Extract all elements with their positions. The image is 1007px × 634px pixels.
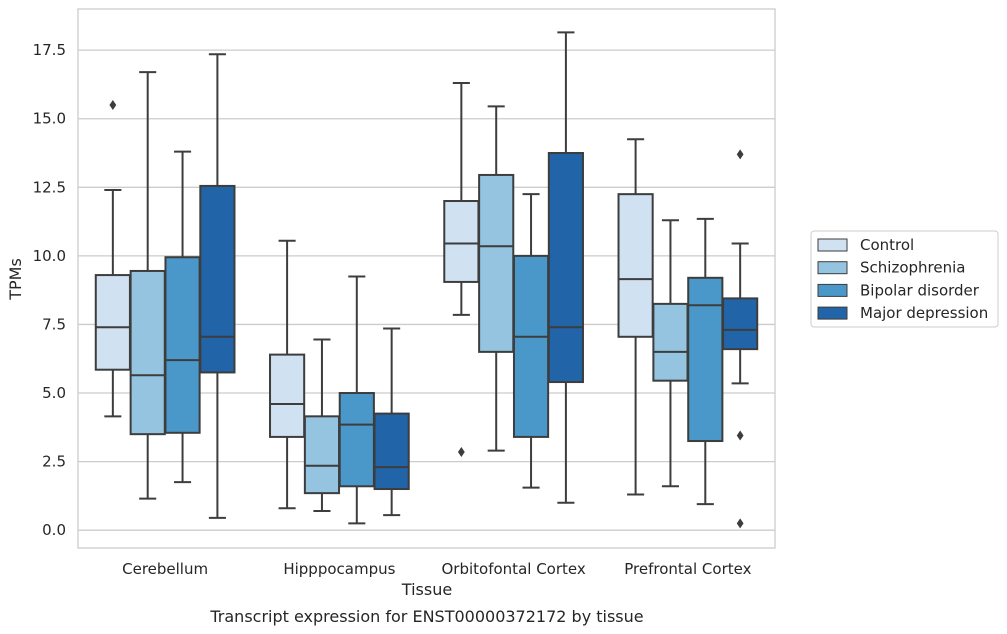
iqr-box xyxy=(687,276,724,443)
y-tick-label: 0.0 xyxy=(42,521,66,539)
box-bipolar-disorder-orbitofontal-cortex xyxy=(512,193,550,489)
chart-caption: Transcript expression for ENST0000037217… xyxy=(209,607,643,626)
legend-label-control: Control xyxy=(860,236,914,254)
box-control-hipppocampus xyxy=(269,239,306,510)
iqr-box xyxy=(547,152,584,384)
iqr-box xyxy=(269,353,306,438)
box-bipolar-disorder-prefrontal-cortex xyxy=(687,217,724,506)
legend-label-major-depression: Major depression xyxy=(860,304,988,322)
box-schizophrenia-cerebellum xyxy=(129,71,166,500)
iqr-box xyxy=(303,415,341,495)
x-tick-labels: Cerebellum Hipppocampus Orbitofontal Corte… xyxy=(122,560,751,578)
iqr-box xyxy=(652,302,689,382)
box-major-depression-cerebellum xyxy=(199,53,236,519)
legend-label-schizophrenia: Schizophrenia xyxy=(860,259,965,277)
legend-swatch-control xyxy=(817,238,848,252)
box-schizophrenia-hipppocampus xyxy=(303,338,341,512)
iqr-box xyxy=(722,297,759,351)
iqr-box xyxy=(443,200,480,283)
iqr-box xyxy=(373,412,410,491)
box-control-cerebellum xyxy=(94,100,131,418)
y-tick-label: 15.0 xyxy=(33,110,66,128)
iqr-box xyxy=(338,392,375,488)
x-axis-label: Tissue xyxy=(401,580,452,599)
outlier-point xyxy=(109,100,117,111)
outlier-point xyxy=(736,430,744,441)
x-tick-label-orbitofontal-cortex: Orbitofontal Cortex xyxy=(442,560,586,578)
x-tick-label-hipppocampus: Hipppocampus xyxy=(283,560,395,578)
y-tick-labels: 0.0 2.5 5.0 7.5 10.0 12.5 15.0 17.5 xyxy=(33,41,66,539)
iqr-box xyxy=(94,274,131,371)
legend: Control Schizophrenia Bipolar disorder Majo… xyxy=(810,230,999,328)
outlier-point xyxy=(457,446,465,457)
legend-frame xyxy=(810,230,999,328)
y-tick-label: 10.0 xyxy=(33,247,66,265)
x-tick-label-prefrontal-cortex: Prefrontal Cortex xyxy=(624,560,751,578)
legend-label-bipolar-disorder: Bipolar disorder xyxy=(860,281,980,299)
y-tick-label: 5.0 xyxy=(42,384,66,402)
iqr-box xyxy=(617,193,654,338)
box-bipolar-disorder-cerebellum xyxy=(164,150,201,484)
y-tick-label: 17.5 xyxy=(33,41,66,59)
plot-frame xyxy=(77,8,776,549)
box-bipolar-disorder-hipppocampus xyxy=(338,275,375,525)
box-control-orbitofontal-cortex xyxy=(443,82,480,457)
legend-swatch-major-depression xyxy=(817,306,848,320)
box-layer xyxy=(94,31,759,529)
box-control-prefrontal-cortex xyxy=(617,138,654,496)
box-major-depression-orbitofontal-cortex xyxy=(547,31,584,504)
box-schizophrenia-prefrontal-cortex xyxy=(652,219,689,488)
y-tick-label: 2.5 xyxy=(42,453,66,471)
y-tick-label: 12.5 xyxy=(33,178,66,196)
box-major-depression-hipppocampus xyxy=(373,327,410,517)
legend-swatch-schizophrenia xyxy=(817,261,848,275)
outlier-point xyxy=(736,518,744,529)
iqr-box xyxy=(164,256,201,434)
iqr-box xyxy=(129,269,166,436)
iqr-box xyxy=(199,184,236,374)
y-tick-label: 7.5 xyxy=(42,315,66,333)
box-major-depression-prefrontal-cortex xyxy=(722,149,759,529)
iqr-box xyxy=(512,254,550,438)
outlier-point xyxy=(736,149,744,160)
iqr-box xyxy=(478,173,515,353)
box-schizophrenia-orbitofontal-cortex xyxy=(478,105,515,452)
y-axis-label: TPMs xyxy=(6,258,25,301)
legend-swatch-bipolar-disorder xyxy=(817,283,848,297)
x-tick-label-cerebellum: Cerebellum xyxy=(122,560,208,578)
